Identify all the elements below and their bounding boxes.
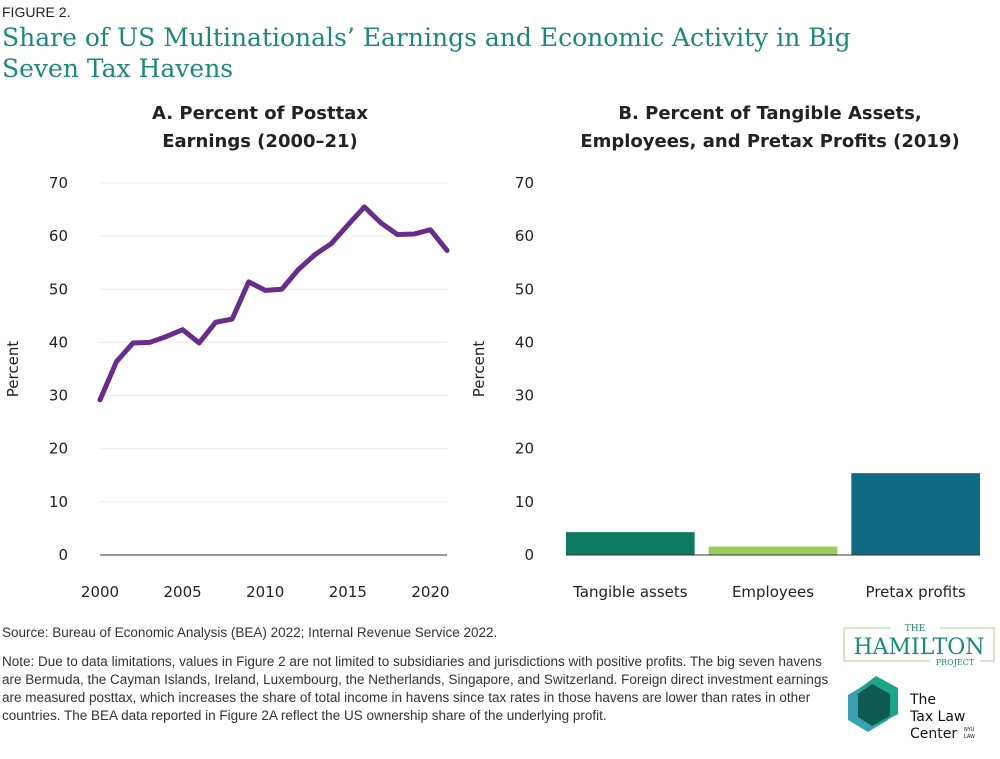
source-note: Source: Bureau of Economic Analysis (BEA… <box>2 625 498 640</box>
tax-law-center-logo: The Tax Law Center NYU LAW <box>848 676 975 742</box>
y-tick-label: 20 <box>49 440 68 458</box>
x-category-label: Employees <box>732 583 814 601</box>
x-category-label: Pretax profits <box>866 583 966 601</box>
y-tick-label: 10 <box>515 493 534 511</box>
svg-text:PROJECT: PROJECT <box>936 658 975 667</box>
y-tick-label: 40 <box>49 333 68 351</box>
y-axis-label: Percent <box>4 341 22 398</box>
hamilton-project-logo: THE HAMILTON PROJECT <box>843 623 995 667</box>
y-tick-label: 0 <box>524 546 534 564</box>
x-tick-label: 2010 <box>246 583 284 601</box>
y-tick-label: 30 <box>515 387 534 405</box>
y-tick-label: 50 <box>515 280 534 298</box>
y-tick-label: 20 <box>515 440 534 458</box>
figure-title: Share of US Multinationals’ Earnings and… <box>2 23 851 83</box>
y-tick-label: 60 <box>515 227 534 245</box>
y-axis-label: Percent <box>470 341 488 398</box>
y-tick-label: 0 <box>58 546 68 564</box>
svg-text:NYU: NYU <box>964 727 975 733</box>
figure-label: FIGURE 2. <box>2 4 71 20</box>
bar-chart: 0 10 20 30 40 50 60 70 Percent Tangible assets Emp… <box>470 174 980 601</box>
y-tick-label: 70 <box>49 174 68 192</box>
svg-text:Center: Center <box>910 726 957 742</box>
footnote: Note: Due to data limitations, values in… <box>2 654 829 723</box>
svg-text:THE: THE <box>905 624 925 634</box>
y-tick-label: 60 <box>49 227 68 245</box>
x-tick-label: 2020 <box>411 583 449 601</box>
svg-text:LAW: LAW <box>964 734 975 740</box>
x-category-label: Tangible assets <box>572 583 688 601</box>
x-tick-label: 2015 <box>329 583 367 601</box>
y-tick-label: 30 <box>49 387 68 405</box>
y-tick-label: 50 <box>49 280 68 298</box>
svg-text:HAMILTON: HAMILTON <box>853 635 984 660</box>
series-line <box>97 204 450 403</box>
y-tick-label: 70 <box>515 174 534 192</box>
svg-text:The: The <box>909 692 936 708</box>
panel-b-title: B. Percent of Tangible Assets, Employees… <box>580 103 960 152</box>
y-tick-label: 40 <box>515 333 534 351</box>
svg-text:Tax Law: Tax Law <box>909 709 965 725</box>
x-tick-label: 2005 <box>164 583 202 601</box>
bar <box>851 473 980 555</box>
line-chart: 0 10 20 30 40 50 60 70 Percent 2000 2005 2010 2015 20… <box>4 174 450 601</box>
x-tick-label: 2000 <box>81 583 119 601</box>
bar <box>708 546 838 555</box>
panel-a-title: A. Percent of Posttax Earnings (2000–21) <box>152 103 368 152</box>
bar <box>566 532 695 555</box>
y-tick-label: 10 <box>49 493 68 511</box>
logos: THE HAMILTON PROJECT The Tax Law Center … <box>843 623 995 742</box>
